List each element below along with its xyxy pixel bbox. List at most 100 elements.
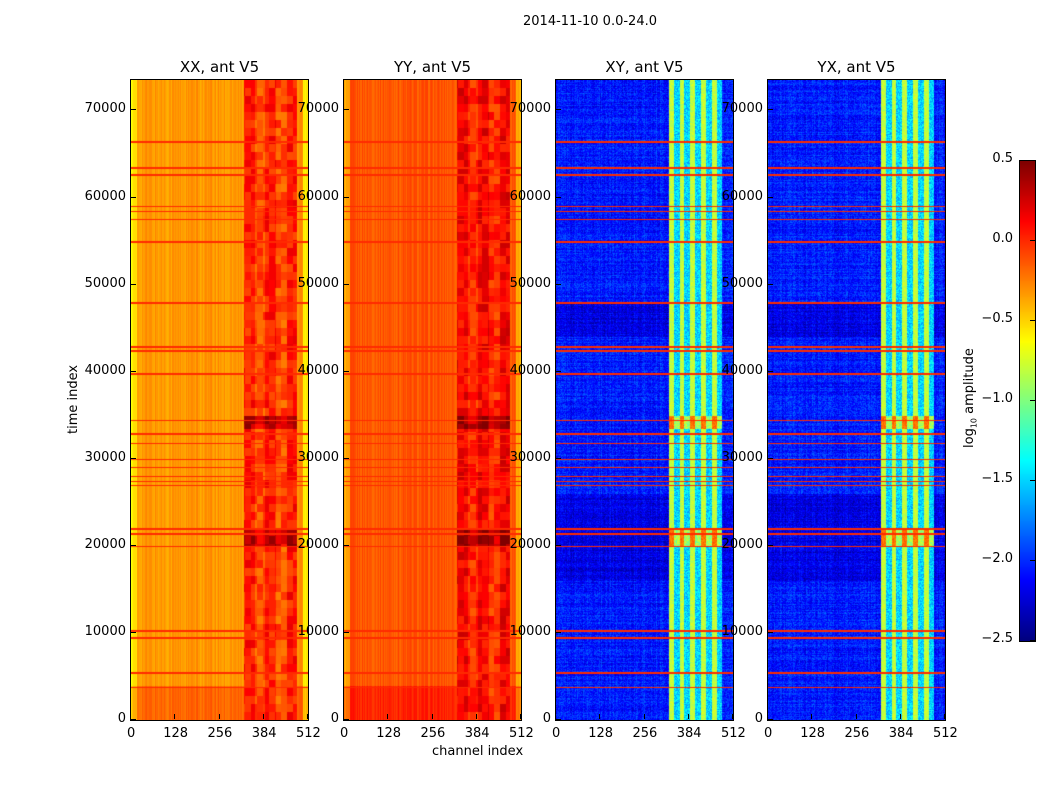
y-tick	[131, 196, 136, 198]
y-tick-label: 0	[542, 711, 551, 726]
y-tick-label: 10000	[509, 623, 551, 639]
x-tick	[387, 714, 389, 719]
y-tick-label: 50000	[509, 275, 551, 291]
y-tick	[344, 719, 349, 720]
x-tick-label: 0	[127, 726, 136, 741]
y-tick	[344, 631, 349, 633]
y-tick	[131, 719, 136, 720]
x-tick-label: 128	[800, 726, 826, 741]
y-tick	[344, 457, 349, 459]
y-tick-label: 20000	[297, 536, 339, 552]
colorbar-tick	[1030, 240, 1035, 241]
x-tick	[307, 714, 308, 719]
y-tick-label: 50000	[84, 275, 126, 291]
figure-title: 2014-11-10 0.0-24.0	[523, 14, 657, 29]
plot-frame	[343, 79, 522, 721]
y-tick	[768, 631, 773, 633]
x-tick	[944, 714, 945, 719]
colorbar-tick	[1030, 400, 1035, 401]
y-tick	[131, 109, 136, 111]
x-tick-label: 384	[888, 726, 914, 741]
heatmap-panel: XX, ant V5 0 128 256 384 512 0 10000 20000 30000 4…	[85, 58, 321, 741]
y-tick	[768, 719, 773, 720]
panel-title: XX, ant V5	[179, 58, 260, 76]
y-tick-label: 10000	[297, 623, 339, 639]
y-tick	[131, 370, 136, 372]
y-tick	[556, 196, 561, 198]
y-tick-label: 30000	[509, 449, 551, 465]
y-tick-label: 60000	[509, 188, 551, 204]
y-tick-label: 70000	[297, 101, 339, 117]
x-tick	[431, 714, 433, 719]
x-tick	[599, 714, 601, 719]
y-tick-label: 0	[117, 711, 126, 726]
y-tick-label: 30000	[297, 449, 339, 465]
y-tick-label: 50000	[721, 275, 763, 291]
heatmap-image	[556, 80, 733, 720]
x-tick	[174, 714, 176, 719]
x-tick	[767, 714, 768, 719]
heatmap-panel: YX, ant V5 0 128 256 384 512 0 10000 20000 30000 4…	[722, 58, 958, 741]
x-axis-label: channel index	[432, 744, 524, 759]
y-tick	[768, 196, 773, 198]
x-tick-label: 256	[207, 726, 233, 741]
colorbar-tick-label: 0.0	[992, 231, 1013, 246]
x-tick	[262, 714, 264, 719]
colorbar-tick-label: −2.5	[981, 631, 1013, 646]
y-tick-label: 20000	[84, 536, 126, 552]
y-axis-label: time index	[66, 364, 81, 434]
colorbar-tick-label: −1.0	[981, 391, 1013, 406]
panel-title: YY, ant V5	[393, 58, 471, 76]
x-tick-label: 256	[420, 726, 446, 741]
colorbar-tick	[1030, 640, 1035, 641]
y-tick-label: 20000	[721, 536, 763, 552]
y-tick	[556, 719, 561, 720]
x-tick	[218, 714, 220, 719]
y-tick-label: 10000	[84, 623, 126, 639]
y-tick	[768, 109, 773, 111]
y-tick	[768, 457, 773, 459]
colorbar-tick-label: −2.0	[981, 551, 1013, 566]
colorbar-tick	[1030, 560, 1035, 561]
colorbar-tick	[1030, 480, 1035, 481]
y-tick-label: 0	[330, 711, 339, 726]
y-tick	[131, 457, 136, 459]
y-tick-label: 30000	[84, 449, 126, 465]
x-tick-label: 384	[464, 726, 490, 741]
y-tick-label: 20000	[509, 536, 551, 552]
y-tick-label: 40000	[297, 362, 339, 378]
x-tick	[520, 714, 521, 719]
y-tick-label: 60000	[297, 188, 339, 204]
y-tick-label: 60000	[84, 188, 126, 204]
colorbar-tick-label: 0.5	[992, 151, 1013, 166]
y-tick-label: 50000	[297, 275, 339, 291]
x-tick-label: 0	[340, 726, 349, 741]
heatmap-image	[768, 80, 945, 720]
x-tick	[811, 714, 813, 719]
x-tick-label: 512	[296, 726, 321, 741]
y-tick-label: 60000	[721, 188, 763, 204]
y-tick	[344, 370, 349, 372]
colorbar-tick-label: −1.5	[981, 471, 1013, 486]
heatmap-image	[344, 80, 521, 720]
x-tick-label: 384	[676, 726, 702, 741]
y-tick	[131, 544, 136, 546]
x-tick	[687, 714, 689, 719]
panel-title: YX, ant V5	[817, 58, 896, 76]
x-tick-label: 128	[163, 726, 189, 741]
colorbar-tick	[1030, 320, 1035, 321]
y-tick	[344, 196, 349, 198]
x-tick	[555, 714, 556, 719]
y-tick-label: 70000	[509, 101, 551, 117]
x-tick-label: 384	[251, 726, 277, 741]
x-tick-label: 512	[933, 726, 958, 741]
x-tick	[899, 714, 901, 719]
x-tick	[130, 714, 131, 719]
x-tick	[855, 714, 857, 719]
heatmap-panel: YY, ant V5 0 128 256 384 512 0 10000 20000 30000 4…	[298, 58, 534, 741]
x-tick	[475, 714, 477, 719]
x-tick	[643, 714, 645, 719]
y-tick-label: 10000	[721, 623, 763, 639]
y-tick	[344, 544, 349, 546]
plot-frame	[130, 79, 309, 721]
